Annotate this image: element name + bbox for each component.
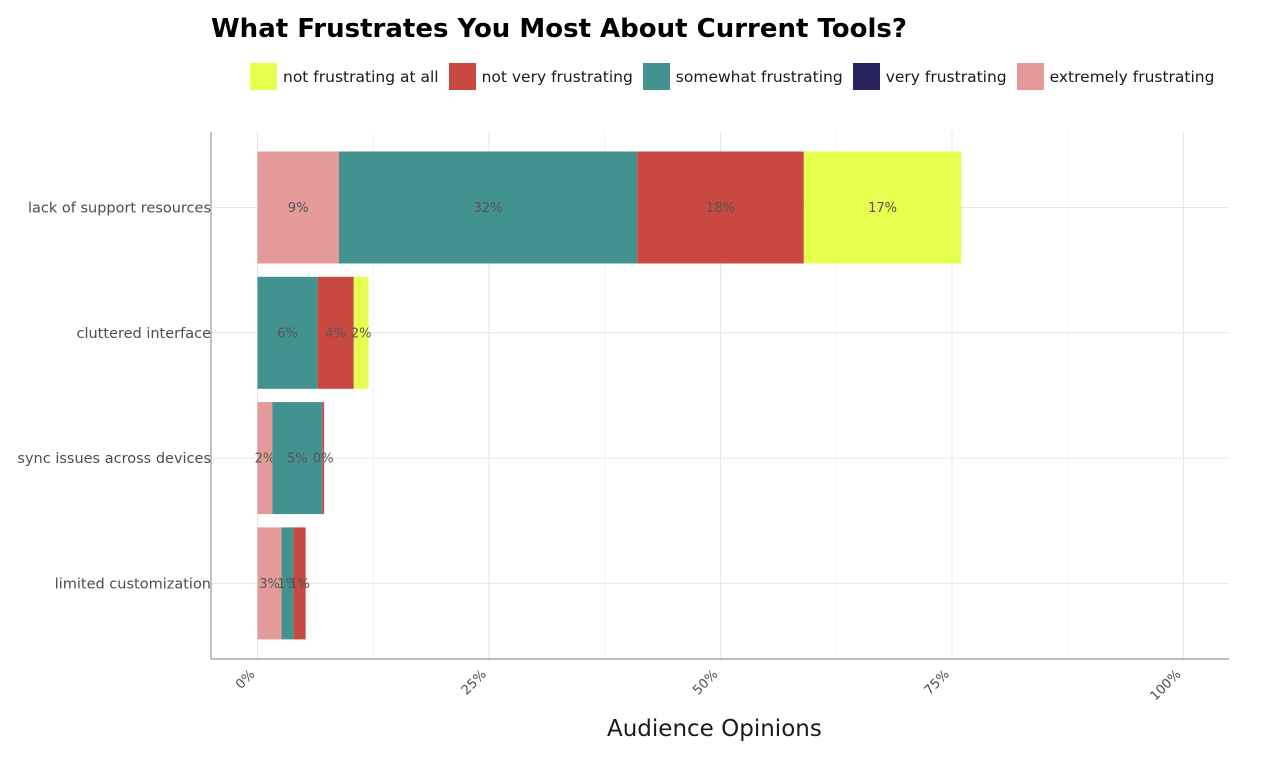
bar-segment — [353, 276, 369, 389]
data-label: 1% — [289, 577, 310, 592]
legend-item-not-very-frustrating: not very frustrating — [448, 63, 633, 90]
legend-swatch — [448, 63, 476, 90]
legend: not frustrating at all not very frustrat… — [250, 63, 1224, 90]
legend-swatch — [1016, 63, 1044, 90]
bar-segment — [803, 151, 962, 264]
legend-label: extremely frustrating — [1049, 67, 1215, 86]
legend-item-very-frustrating: very frustrating — [852, 63, 1007, 90]
data-label: 18% — [706, 201, 735, 216]
legend-swatch — [642, 63, 670, 90]
bar-segment — [293, 527, 306, 640]
x-axis-label: Audience Opinions — [607, 716, 822, 742]
x-tick-label: 25% — [459, 667, 490, 698]
data-label: 32% — [474, 201, 503, 216]
bar-segment — [272, 402, 323, 515]
legend-item-somewhat-frustrating: somewhat frustrating — [642, 63, 843, 90]
legend-swatch — [852, 63, 880, 90]
data-label: 0% — [313, 452, 334, 467]
bar-segment — [281, 527, 294, 640]
x-tick-label: 75% — [922, 667, 953, 698]
legend-label: very frustrating — [885, 67, 1007, 86]
y-tick-label: limited customization — [55, 576, 211, 592]
bar-segment — [317, 276, 354, 389]
bar-segment — [637, 151, 804, 264]
data-label: 6% — [277, 326, 298, 341]
legend-label: not very frustrating — [481, 67, 633, 86]
x-tick-label: 50% — [690, 667, 721, 698]
data-label: 2% — [255, 452, 276, 467]
x-tick-label: 0% — [233, 667, 258, 692]
data-label: 4% — [325, 326, 346, 341]
data-label: 3% — [259, 577, 280, 592]
bar-segment — [257, 151, 339, 264]
y-tick-label: sync issues across devices — [17, 451, 211, 467]
y-tick-label: lack of support resources — [28, 201, 211, 217]
legend-label: not frustrating at all — [283, 67, 439, 86]
legend-item-not-frustrating-at-all: not frustrating at all — [250, 63, 439, 90]
bar-segment — [257, 402, 273, 515]
bar-segment — [257, 276, 318, 389]
data-label: 1% — [277, 577, 298, 592]
chart-title: What Frustrates You Most About Current T… — [211, 14, 907, 44]
data-label: 9% — [288, 201, 309, 216]
data-label: 17% — [868, 201, 897, 216]
x-tick-label: 100% — [1147, 667, 1184, 704]
legend-item-extremely-frustrating: extremely frustrating — [1016, 63, 1215, 90]
bar-segment — [338, 151, 638, 264]
legend-label: somewhat frustrating — [675, 67, 843, 86]
data-label: 5% — [287, 452, 308, 467]
bar-segment — [322, 402, 325, 515]
bar-segment — [257, 527, 282, 640]
y-tick-label: cluttered interface — [76, 326, 211, 342]
legend-swatch — [250, 63, 277, 90]
data-label: 2% — [351, 326, 372, 341]
